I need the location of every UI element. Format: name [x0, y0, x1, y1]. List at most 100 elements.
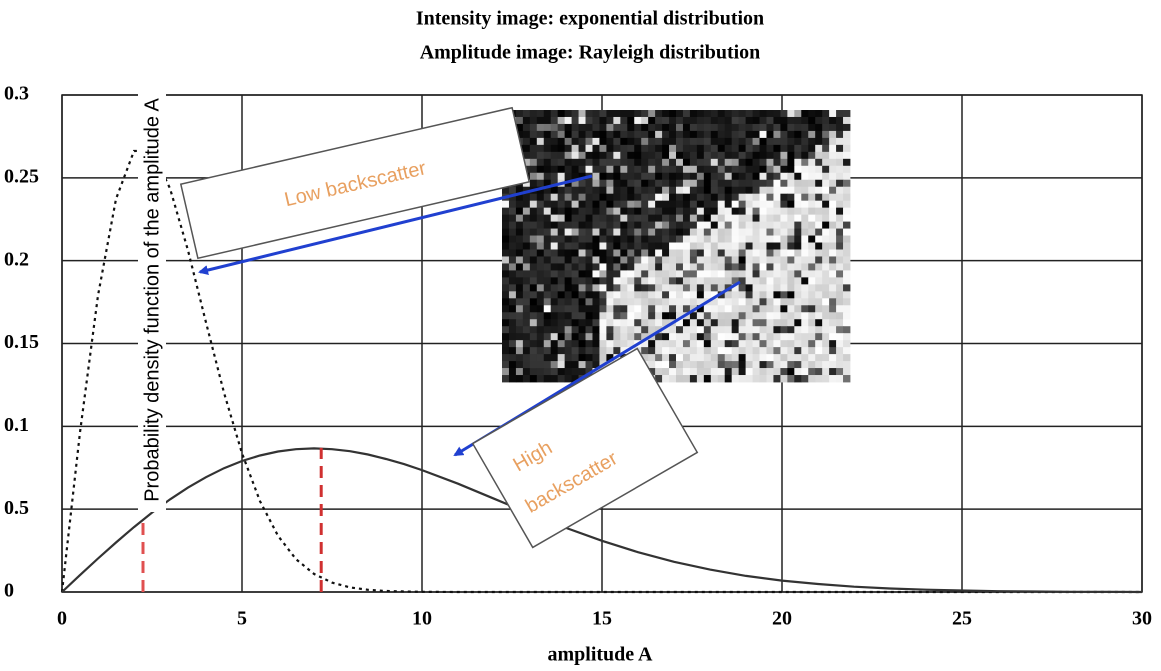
pixel	[739, 124, 746, 131]
pixel	[753, 333, 760, 340]
pixel	[766, 187, 773, 194]
pixel	[711, 124, 718, 131]
pixel	[586, 354, 593, 361]
pixel	[606, 145, 613, 152]
pixel	[599, 319, 606, 326]
pixel	[530, 277, 537, 284]
pixel	[579, 354, 586, 361]
pixel	[739, 291, 746, 298]
pixel	[606, 194, 613, 201]
pixel	[739, 319, 746, 326]
pixel	[822, 340, 829, 347]
pixel	[753, 110, 760, 117]
pixel	[676, 173, 683, 180]
pixel	[690, 187, 697, 194]
pixel	[808, 215, 815, 222]
pixel	[627, 131, 634, 138]
pixel	[725, 180, 732, 187]
pixel	[662, 291, 669, 298]
pixel	[843, 340, 850, 347]
pixel	[537, 319, 544, 326]
pixel	[711, 145, 718, 152]
pixel	[822, 368, 829, 375]
pixel	[502, 340, 509, 347]
pixel	[551, 333, 558, 340]
pixel	[711, 117, 718, 124]
pixel	[530, 173, 537, 180]
pixel	[516, 368, 523, 375]
pixel	[711, 229, 718, 236]
pixel	[732, 354, 739, 361]
pixel	[592, 201, 599, 208]
pixel	[725, 145, 732, 152]
pixel	[579, 236, 586, 243]
pixel	[836, 229, 843, 236]
pixel	[739, 333, 746, 340]
pixel	[704, 361, 711, 368]
pixel	[739, 131, 746, 138]
pixel	[579, 138, 586, 145]
pixel	[787, 319, 794, 326]
pixel	[627, 152, 634, 159]
pixel	[725, 208, 732, 215]
pixel	[822, 298, 829, 305]
pixel	[746, 305, 753, 312]
pixel	[718, 201, 725, 208]
pixel	[739, 138, 746, 145]
pixel	[780, 319, 787, 326]
pixel	[683, 354, 690, 361]
pixel	[766, 270, 773, 277]
pixel	[620, 312, 627, 319]
pixel	[697, 145, 704, 152]
pixel	[683, 166, 690, 173]
pixel	[558, 215, 565, 222]
pixel	[641, 138, 648, 145]
pixel	[641, 131, 648, 138]
pixel	[565, 138, 572, 145]
pixel	[725, 249, 732, 256]
pixel	[572, 354, 579, 361]
pixel	[815, 131, 822, 138]
pixel	[613, 194, 620, 201]
pixel	[592, 243, 599, 250]
pixel	[704, 249, 711, 256]
pixel	[551, 131, 558, 138]
pixel	[746, 131, 753, 138]
pixel	[732, 138, 739, 145]
pixel	[606, 256, 613, 263]
pixel	[683, 131, 690, 138]
pixel	[502, 298, 509, 305]
y-tick-label: 0.5	[4, 497, 29, 519]
pixel	[725, 236, 732, 243]
pixel	[669, 305, 676, 312]
pixel	[620, 166, 627, 173]
pixel	[516, 277, 523, 284]
pixel	[565, 131, 572, 138]
pixel	[634, 305, 641, 312]
pixel	[794, 340, 801, 347]
pixel	[641, 236, 648, 243]
pixel	[620, 319, 627, 326]
pixel	[822, 145, 829, 152]
pixel	[620, 110, 627, 117]
pixel	[509, 270, 516, 277]
pixel	[509, 298, 516, 305]
pixel	[815, 124, 822, 131]
pixel	[690, 124, 697, 131]
pixel	[586, 291, 593, 298]
pixel	[676, 194, 683, 201]
pixel	[753, 368, 760, 375]
pixel	[579, 152, 586, 159]
pixel	[760, 117, 767, 124]
pixel	[551, 340, 558, 347]
pixel	[843, 180, 850, 187]
pixel	[843, 236, 850, 243]
pixel	[627, 312, 634, 319]
pixel	[537, 305, 544, 312]
pixel	[732, 229, 739, 236]
pixel	[787, 312, 794, 319]
pixel	[732, 333, 739, 340]
pixel	[634, 138, 641, 145]
pixel	[579, 145, 586, 152]
pixel	[718, 263, 725, 270]
